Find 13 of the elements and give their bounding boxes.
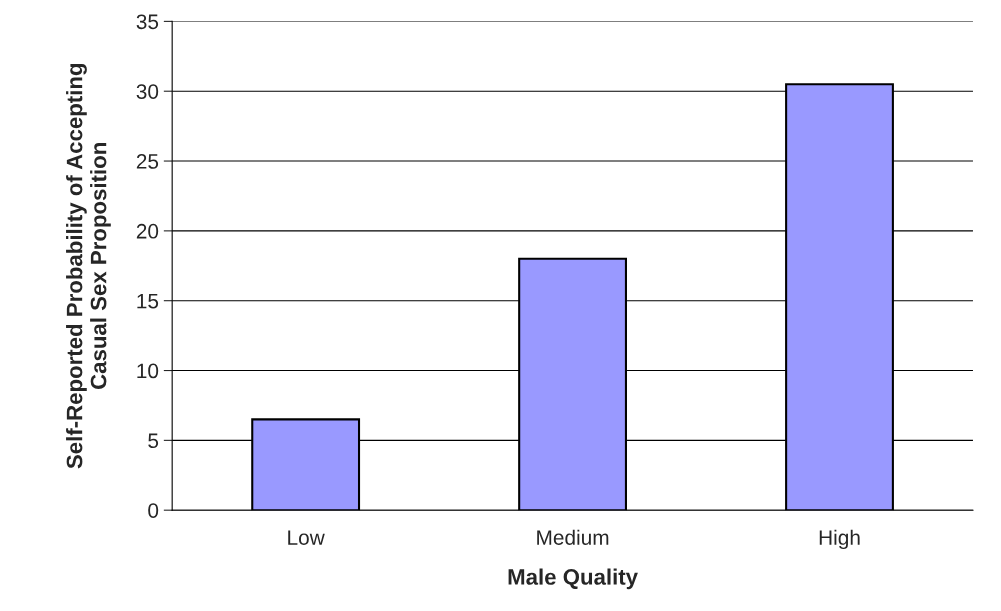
y-tick-label: 0	[148, 503, 159, 518]
y-tick-label: 25	[136, 154, 159, 169]
y-tick-label: 10	[137, 363, 159, 379]
y-tick-label: 35	[136, 14, 159, 30]
x-tick-label: Medium	[537, 529, 609, 545]
y-axis-title: Self-Reported Probability of Accepting Casual Sex Proposition	[66, 63, 111, 469]
x-axis-title: Male Quality	[508, 568, 638, 590]
y-tick-label: 5	[148, 433, 159, 449]
y-tick-label: 15	[137, 293, 159, 309]
x-tick-label: Low	[288, 530, 325, 545]
x-tick-label: High	[819, 529, 860, 550]
y-tick-label: 20	[136, 223, 159, 239]
y-tick-label: 30	[136, 84, 159, 99]
